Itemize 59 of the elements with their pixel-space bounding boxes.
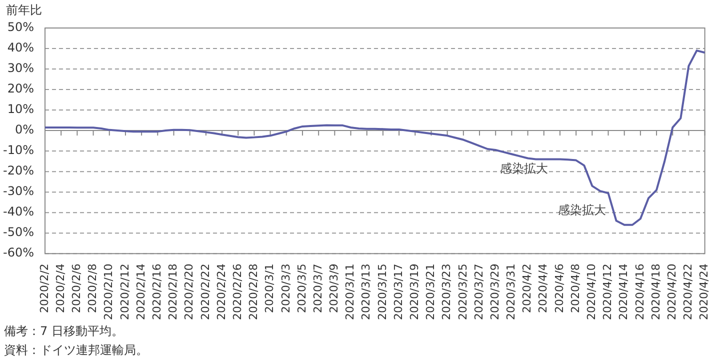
y-axis-title: 前年比: [6, 2, 42, 19]
x-tick-label: 2020/4/18: [649, 264, 662, 320]
x-tick-label: 2020/2/28: [247, 264, 260, 320]
text: 備考：7 日移動平均。: [4, 323, 124, 340]
y-tick-label: -20%: [2, 164, 34, 178]
x-tick-label: 2020/4/22: [682, 264, 695, 320]
x-tick-label: 2020/2/14: [134, 264, 148, 320]
x-tick-label: 2020/4/8: [568, 264, 582, 314]
x-tick-label: 2020/2/12: [118, 264, 132, 320]
x-tick-label: 2020/2/10: [102, 264, 116, 320]
x-tick-label: 2020/3/13: [360, 264, 373, 320]
x-tick-label: 2020/2/22: [198, 264, 212, 320]
x-tick-label: 2020/3/15: [376, 264, 389, 320]
x-tick-label: 2020/4/20: [665, 264, 678, 320]
x-tick-label: 2020/4/14: [617, 264, 630, 320]
annotation: 感染拡大: [500, 162, 548, 176]
x-tick-label: 2020/2/18: [166, 264, 180, 320]
y-tick-label: -60%: [2, 246, 34, 260]
x-tick-label: 2020/3/29: [488, 264, 502, 320]
x-tick-label: 2020/2/8: [86, 264, 100, 314]
x-tick-label: 2020/3/7: [311, 264, 324, 314]
x-tick-label: 2020/3/1: [263, 264, 276, 314]
y-tick-label: -40%: [2, 204, 34, 219]
y-tick-label: 10%: [7, 102, 34, 116]
y-tick-label: 0%: [14, 122, 34, 137]
x-tick-label: 2020/4/2: [520, 264, 534, 314]
x-tick-label: 2020/3/11: [344, 264, 357, 320]
x-tick-label: 2020/2/4: [54, 264, 67, 314]
x-tick-label: 2020/3/3: [279, 264, 292, 314]
y-tick-label: -30%: [2, 184, 34, 198]
x-tick-label: 2020/4/16: [633, 264, 646, 320]
x-tick-label: 2020/4/6: [552, 264, 566, 314]
x-tick-label: 2020/3/17: [392, 264, 405, 320]
x-tick-label: 2020/2/26: [230, 264, 244, 320]
x-tick-label: 2020/3/5: [295, 264, 308, 314]
x-tick-label: 2020/3/27: [472, 264, 486, 320]
annotation: 感染拡大: [558, 202, 606, 217]
x-tick-label: 2020/2/20: [182, 264, 196, 320]
x-tick-label: 2020/3/21: [424, 264, 438, 320]
x-tick-label: 2020/4/10: [585, 264, 598, 320]
y-tick-label: 30%: [7, 61, 34, 76]
x-tick-label: 2020/3/9: [328, 264, 341, 314]
x-tick-label: 2020/2/16: [150, 264, 164, 320]
y-tick-label: 20%: [7, 82, 34, 96]
y-tick-label: 50%: [7, 20, 34, 34]
x-tick-label: 2020/2/6: [70, 264, 84, 314]
x-tick-label: 2020/4/4: [536, 264, 550, 314]
x-tick-label: 2020/2/2: [38, 264, 51, 314]
y-tick-label: -10%: [2, 143, 34, 158]
x-tick-label: 2020/4/24: [698, 264, 711, 320]
y-tick-label: 40%: [7, 40, 34, 55]
x-tick-label: 2020/3/19: [408, 264, 421, 320]
x-tick-label: 2020/3/31: [504, 264, 518, 320]
x-tick-label: 2020/3/25: [456, 264, 470, 320]
x-tick-label: 2020/2/24: [214, 264, 228, 320]
x-tick-label: 2020/3/23: [440, 264, 454, 320]
y-tick-label: -50%: [2, 225, 34, 240]
x-tick-label: 2020/4/12: [601, 264, 614, 320]
text: 資料：ドイツ連邦運輸局。: [4, 342, 148, 359]
